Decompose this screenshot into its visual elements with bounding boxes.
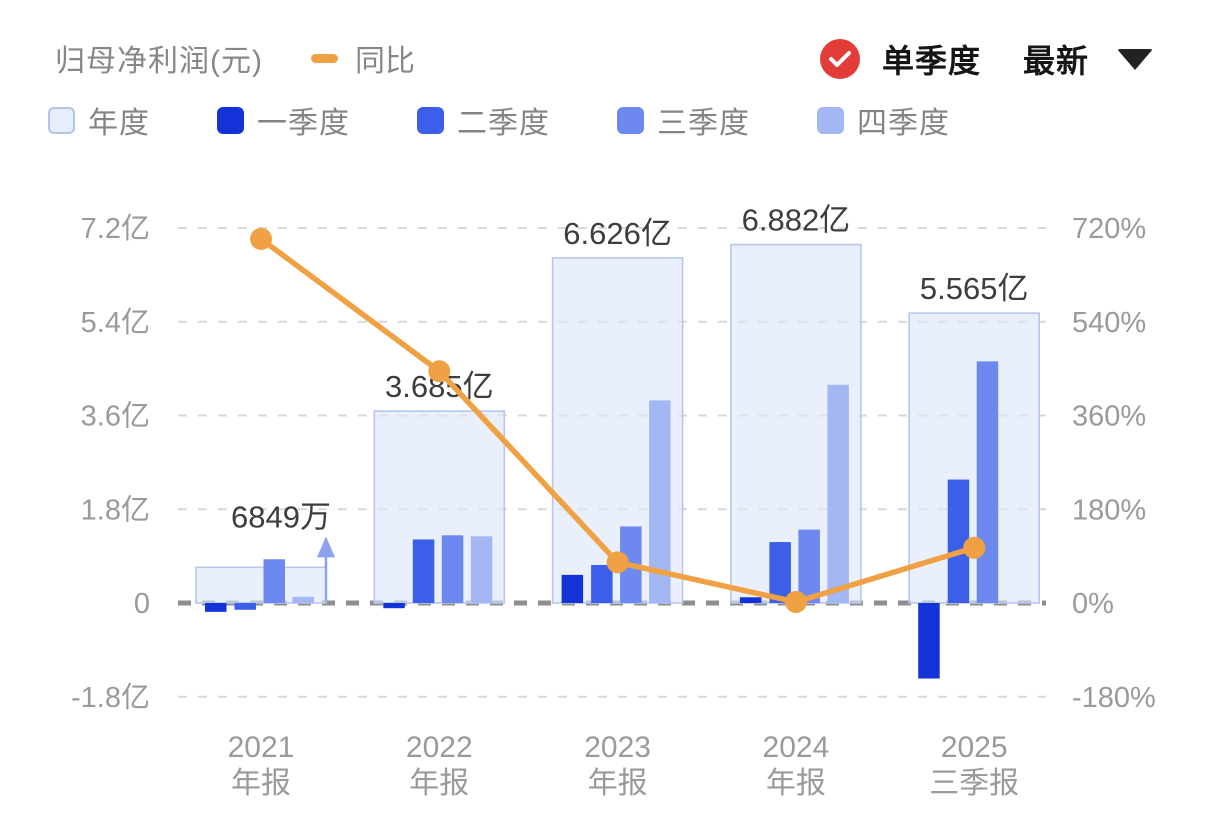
left-axis-tick: 1.8亿 bbox=[81, 493, 150, 526]
bar-2022-q1[interactable] bbox=[383, 603, 405, 609]
legend-label: 年度 bbox=[88, 107, 150, 140]
legend-label: 一季度 bbox=[257, 107, 350, 140]
x-axis-label: 年报 bbox=[231, 767, 291, 800]
x-axis-label: 2024 bbox=[763, 731, 830, 764]
annual-value-label: 6.882亿 bbox=[742, 203, 851, 238]
legend-item-annual[interactable]: 年度 bbox=[48, 98, 150, 142]
bar-2023-q4[interactable] bbox=[649, 400, 671, 603]
yoy-line-swatch bbox=[310, 53, 338, 63]
chart-title: 归母净利润(元) bbox=[55, 45, 263, 78]
yoy-line-legend[interactable]: 同比 bbox=[310, 36, 415, 80]
left-axis-tick: 7.2亿 bbox=[81, 212, 150, 245]
chevron-down-icon bbox=[1117, 48, 1154, 70]
q2-swatch bbox=[417, 106, 444, 134]
bar-2021-q2[interactable] bbox=[234, 603, 257, 610]
mode-label: 单季度 bbox=[882, 43, 982, 79]
legend-item-q1[interactable]: 一季度 bbox=[217, 98, 350, 142]
chart-header: 归母净利润(元) 同比 bbox=[55, 36, 415, 80]
right-axis-tick: 540% bbox=[1072, 307, 1146, 339]
bar-2025-q2[interactable] bbox=[947, 479, 970, 603]
x-axis-label: 年报 bbox=[409, 767, 469, 800]
legend-item-q4[interactable]: 四季度 bbox=[817, 98, 950, 142]
q1-swatch bbox=[217, 106, 244, 134]
bar-2024-q3[interactable] bbox=[798, 529, 820, 603]
annual-arrow-head-icon bbox=[317, 536, 335, 558]
right-axis-tick: 720% bbox=[1072, 213, 1146, 245]
latest-label: 最新 bbox=[1023, 43, 1090, 79]
bar-2024-q2[interactable] bbox=[769, 542, 791, 603]
left-axis-tick: 0 bbox=[134, 588, 150, 620]
q3-swatch bbox=[617, 106, 644, 134]
bar-2023-q1[interactable] bbox=[561, 574, 584, 603]
right-axis-tick: 180% bbox=[1072, 494, 1146, 526]
right-axis-tick: 360% bbox=[1072, 401, 1146, 433]
bar-2022-q4[interactable] bbox=[470, 536, 493, 603]
legend-item-q3[interactable]: 三季度 bbox=[617, 98, 750, 142]
legend-item-q2[interactable]: 二季度 bbox=[417, 98, 550, 142]
x-axis-label: 年报 bbox=[766, 767, 826, 800]
annual-value-label: 6.626亿 bbox=[563, 216, 672, 251]
series-legend: 年度 一季度 二季度 三季度 四季度 bbox=[48, 98, 950, 142]
x-axis-label: 2023 bbox=[584, 731, 651, 764]
period-mode-selector[interactable]: 单季度 最新 bbox=[820, 36, 1154, 82]
yoy-marker-2022[interactable] bbox=[428, 360, 451, 383]
yoy-marker-2023[interactable] bbox=[606, 551, 629, 574]
bar-2024-q4[interactable] bbox=[827, 384, 849, 603]
yoy-line-label: 同比 bbox=[354, 45, 415, 78]
left-axis-tick: 5.4亿 bbox=[81, 306, 150, 339]
right-axis-tick: -180% bbox=[1072, 682, 1156, 714]
yoy-marker-2025[interactable] bbox=[963, 536, 986, 559]
legend-label: 四季度 bbox=[857, 107, 950, 140]
x-axis-label: 三季报 bbox=[929, 767, 1019, 800]
yoy-marker-2021[interactable] bbox=[250, 227, 272, 250]
bar-2025-q3[interactable] bbox=[976, 361, 999, 603]
checkmark-icon bbox=[829, 51, 851, 67]
annual-value-label: 5.565亿 bbox=[920, 271, 1029, 306]
annual-bar-2025[interactable] bbox=[908, 312, 1041, 604]
left-axis-tick: 3.6亿 bbox=[81, 400, 150, 433]
bar-2021-q3[interactable] bbox=[263, 559, 286, 603]
x-axis-label: 2021 bbox=[228, 731, 295, 764]
legend-label: 二季度 bbox=[457, 107, 550, 140]
x-axis-label: 2025 bbox=[941, 731, 1008, 764]
annual-swatch bbox=[48, 106, 75, 134]
left-axis-tick: -1.8亿 bbox=[71, 681, 150, 714]
annual-value-label: 6849万 bbox=[231, 499, 331, 534]
yoy-marker-2024[interactable] bbox=[784, 590, 807, 613]
right-axis-tick: 0% bbox=[1072, 588, 1114, 620]
q4-swatch bbox=[817, 106, 844, 134]
bar-2025-q1[interactable] bbox=[918, 603, 940, 679]
bar-2022-q3[interactable] bbox=[441, 535, 464, 603]
bar-2023-q2[interactable] bbox=[591, 564, 613, 603]
legend-label: 三季度 bbox=[657, 107, 750, 140]
bar-2022-q2[interactable] bbox=[412, 539, 435, 603]
bar-2021-q1[interactable] bbox=[205, 603, 227, 612]
x-axis-label: 年报 bbox=[588, 767, 648, 800]
bar-2021-q4[interactable] bbox=[292, 596, 315, 603]
x-axis-label: 2022 bbox=[406, 731, 473, 764]
bar-2024-q1[interactable] bbox=[739, 597, 762, 603]
check-badge-icon bbox=[820, 39, 860, 79]
